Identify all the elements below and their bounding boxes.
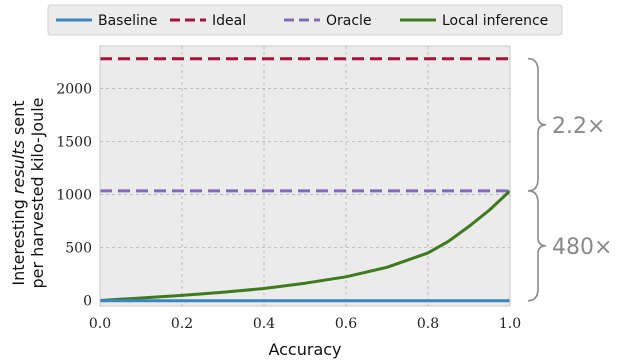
x-axis: 0.0 0.2 0.4 0.6 0.8 1.0 (89, 316, 521, 332)
y-tick-label: 2000 (56, 81, 92, 97)
brace (527, 190, 547, 302)
y-axis: 0 500 1000 1500 2000 (56, 81, 92, 309)
x-axis-label: Accuracy (268, 340, 341, 359)
x-tick-label: 0.6 (335, 316, 357, 332)
plot-frame (99, 45, 511, 307)
x-tick-label: 0.0 (89, 316, 111, 332)
brace (527, 57, 547, 192)
annotation-label: 2.2× (552, 114, 605, 139)
legend-label: Baseline (98, 13, 157, 29)
annotations: 2.2× 480× (527, 57, 612, 302)
x-tick-label: 0.4 (253, 316, 275, 332)
y-axis-label-line1: Interesting results sent (9, 100, 28, 285)
series-lines (99, 57, 512, 303)
legend-label: Oracle (326, 13, 372, 29)
y-tick-label: 0 (83, 294, 92, 310)
legend: Baseline Ideal Oracle Local inference (47, 4, 563, 36)
annotation-label: 480× (552, 235, 612, 260)
y-axis-label-line2: per harvested kilo-Joule (28, 97, 47, 288)
series-line-local-inference (99, 189, 512, 302)
y-tick-label: 1500 (56, 135, 92, 151)
y-tick-label: 1000 (56, 188, 92, 204)
legend-label: Local inference (442, 13, 548, 29)
y-tick-label: 500 (65, 241, 92, 257)
x-tick-label: 0.2 (171, 316, 193, 332)
x-tick-label: 1.0 (499, 316, 521, 332)
legend-label: Ideal (212, 13, 246, 29)
plot-area (100, 46, 510, 306)
x-tick-label: 0.8 (417, 316, 439, 332)
